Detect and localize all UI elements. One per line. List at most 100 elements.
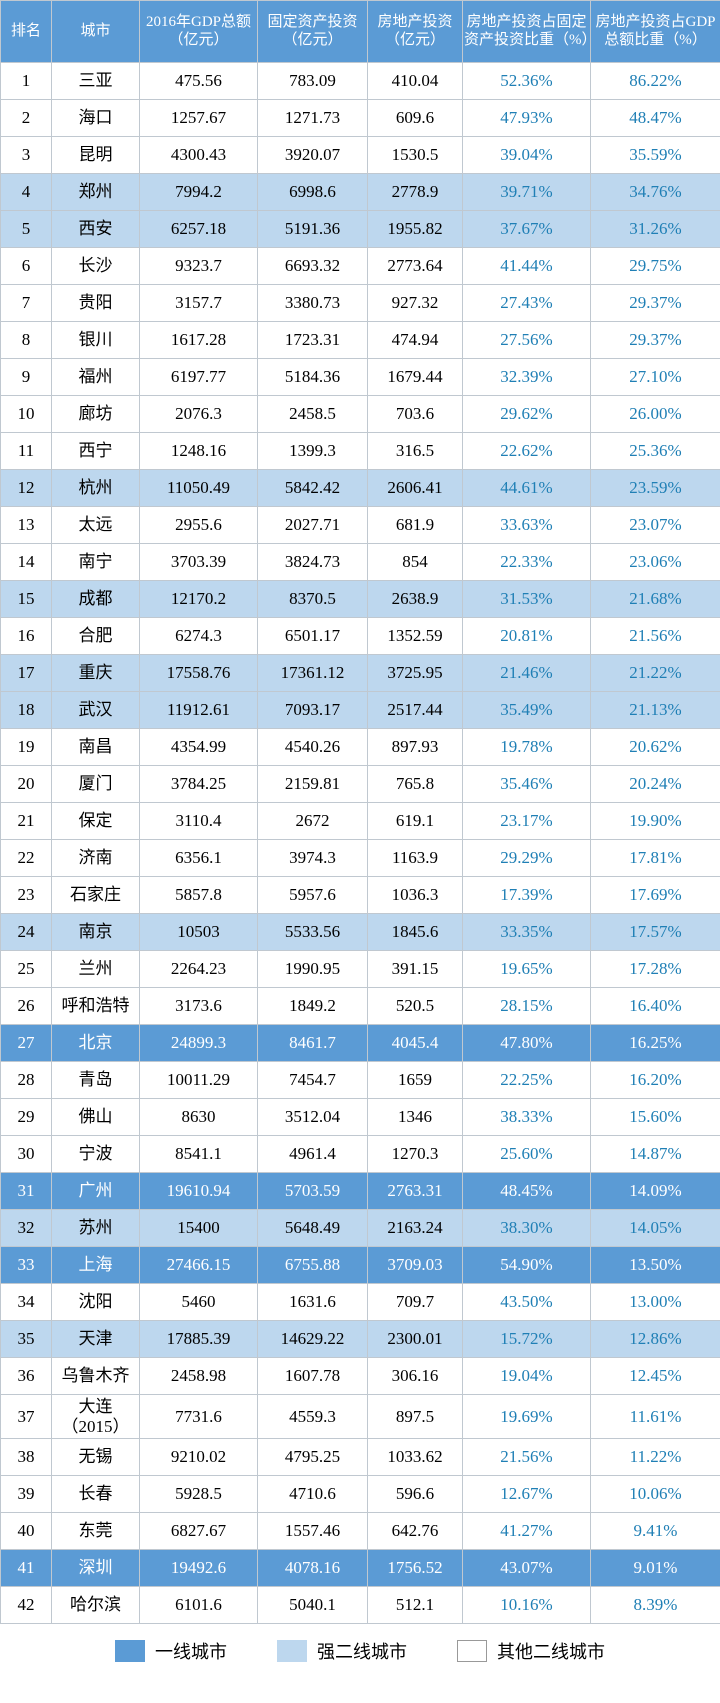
cell-rank: 7 bbox=[1, 285, 52, 322]
table-row: 8银川1617.281723.31474.9427.56%29.37% bbox=[1, 322, 720, 359]
cell-gdp: 1257.67 bbox=[140, 100, 258, 137]
cell-rank: 33 bbox=[1, 1247, 52, 1284]
cell-rank: 32 bbox=[1, 1210, 52, 1247]
cell-pct2: 29.75% bbox=[591, 248, 720, 285]
cell-pct2: 13.00% bbox=[591, 1284, 720, 1321]
table-row: 37大连（2015）7731.64559.3897.519.69%11.61% bbox=[1, 1395, 720, 1439]
cell-fai: 3920.07 bbox=[258, 137, 368, 174]
cell-city: 三亚 bbox=[52, 63, 140, 100]
cell-fai: 2672 bbox=[258, 803, 368, 840]
cell-fai: 1990.95 bbox=[258, 951, 368, 988]
cell-gdp: 4300.43 bbox=[140, 137, 258, 174]
cell-city: 银川 bbox=[52, 322, 140, 359]
cell-gdp: 1248.16 bbox=[140, 433, 258, 470]
cell-rank: 20 bbox=[1, 766, 52, 803]
cell-pct1: 43.50% bbox=[463, 1284, 591, 1321]
cell-rei: 3709.03 bbox=[368, 1247, 463, 1284]
cell-rank: 5 bbox=[1, 211, 52, 248]
cell-pct1: 52.36% bbox=[463, 63, 591, 100]
cell-rank: 39 bbox=[1, 1476, 52, 1513]
table-row: 31广州19610.945703.592763.3148.45%14.09% bbox=[1, 1173, 720, 1210]
cell-gdp: 3110.4 bbox=[140, 803, 258, 840]
cell-pct1: 19.69% bbox=[463, 1395, 591, 1439]
cell-rei: 410.04 bbox=[368, 63, 463, 100]
table-row: 19南昌4354.994540.26897.9319.78%20.62% bbox=[1, 729, 720, 766]
cell-pct2: 9.01% bbox=[591, 1550, 720, 1587]
cell-pct1: 12.67% bbox=[463, 1476, 591, 1513]
table-row: 39长春5928.54710.6596.612.67%10.06% bbox=[1, 1476, 720, 1513]
cell-city: 上海 bbox=[52, 1247, 140, 1284]
table-row: 15成都12170.28370.52638.931.53%21.68% bbox=[1, 581, 720, 618]
table-row: 20厦门3784.252159.81765.835.46%20.24% bbox=[1, 766, 720, 803]
cell-pct1: 10.16% bbox=[463, 1587, 591, 1624]
cell-fai: 4961.4 bbox=[258, 1136, 368, 1173]
cell-fai: 5184.36 bbox=[258, 359, 368, 396]
cell-pct2: 14.09% bbox=[591, 1173, 720, 1210]
cell-pct2: 34.76% bbox=[591, 174, 720, 211]
cell-pct1: 29.29% bbox=[463, 840, 591, 877]
cell-rei: 1036.3 bbox=[368, 877, 463, 914]
cell-gdp: 10011.29 bbox=[140, 1062, 258, 1099]
cell-gdp: 3173.6 bbox=[140, 988, 258, 1025]
cell-pct1: 38.30% bbox=[463, 1210, 591, 1247]
cell-pct2: 11.22% bbox=[591, 1439, 720, 1476]
cell-rank: 27 bbox=[1, 1025, 52, 1062]
cell-city: 宁波 bbox=[52, 1136, 140, 1173]
table-row: 29佛山86303512.04134638.33%15.60% bbox=[1, 1099, 720, 1136]
cell-fai: 4078.16 bbox=[258, 1550, 368, 1587]
cell-fai: 1271.73 bbox=[258, 100, 368, 137]
cell-pct1: 15.72% bbox=[463, 1321, 591, 1358]
cell-city: 廊坊 bbox=[52, 396, 140, 433]
table-row: 35天津17885.3914629.222300.0115.72%12.86% bbox=[1, 1321, 720, 1358]
table-row: 5西安6257.185191.361955.8237.67%31.26% bbox=[1, 211, 720, 248]
cell-fai: 2159.81 bbox=[258, 766, 368, 803]
cell-fai: 7093.17 bbox=[258, 692, 368, 729]
cell-pct2: 21.22% bbox=[591, 655, 720, 692]
cell-gdp: 3157.7 bbox=[140, 285, 258, 322]
cell-pct2: 13.50% bbox=[591, 1247, 720, 1284]
cell-gdp: 5460 bbox=[140, 1284, 258, 1321]
cell-gdp: 11912.61 bbox=[140, 692, 258, 729]
cell-city: 无锡 bbox=[52, 1439, 140, 1476]
table-row: 40东莞6827.671557.46642.7641.27%9.41% bbox=[1, 1513, 720, 1550]
cell-pct2: 16.25% bbox=[591, 1025, 720, 1062]
cell-gdp: 6827.67 bbox=[140, 1513, 258, 1550]
cell-gdp: 7731.6 bbox=[140, 1395, 258, 1439]
cell-rei: 897.93 bbox=[368, 729, 463, 766]
table-row: 21保定3110.42672619.123.17%19.90% bbox=[1, 803, 720, 840]
cell-fai: 14629.22 bbox=[258, 1321, 368, 1358]
cell-city: 济南 bbox=[52, 840, 140, 877]
cell-fai: 1631.6 bbox=[258, 1284, 368, 1321]
cell-fai: 5191.36 bbox=[258, 211, 368, 248]
cell-pct1: 20.81% bbox=[463, 618, 591, 655]
cell-pct2: 48.47% bbox=[591, 100, 720, 137]
cell-rei: 709.7 bbox=[368, 1284, 463, 1321]
cell-pct1: 19.04% bbox=[463, 1358, 591, 1395]
cell-rei: 2300.01 bbox=[368, 1321, 463, 1358]
table-row: 6长沙9323.76693.322773.6441.44%29.75% bbox=[1, 248, 720, 285]
cell-pct2: 20.24% bbox=[591, 766, 720, 803]
cell-rei: 1845.6 bbox=[368, 914, 463, 951]
cell-rank: 3 bbox=[1, 137, 52, 174]
cell-city: 天津 bbox=[52, 1321, 140, 1358]
table-row: 14南宁3703.393824.7385422.33%23.06% bbox=[1, 544, 720, 581]
cell-gdp: 5857.8 bbox=[140, 877, 258, 914]
cell-fai: 1399.3 bbox=[258, 433, 368, 470]
cell-rank: 31 bbox=[1, 1173, 52, 1210]
cell-pct1: 22.62% bbox=[463, 433, 591, 470]
cell-fai: 2458.5 bbox=[258, 396, 368, 433]
cell-gdp: 19610.94 bbox=[140, 1173, 258, 1210]
cell-pct1: 44.61% bbox=[463, 470, 591, 507]
cell-pct2: 21.13% bbox=[591, 692, 720, 729]
cell-city: 兰州 bbox=[52, 951, 140, 988]
cell-fai: 8370.5 bbox=[258, 581, 368, 618]
cell-rei: 2778.9 bbox=[368, 174, 463, 211]
cell-city: 贵阳 bbox=[52, 285, 140, 322]
cell-city: 苏州 bbox=[52, 1210, 140, 1247]
swatch-tier2 bbox=[277, 1640, 307, 1662]
table-row: 33上海27466.156755.883709.0354.90%13.50% bbox=[1, 1247, 720, 1284]
cell-gdp: 17558.76 bbox=[140, 655, 258, 692]
cell-pct1: 21.46% bbox=[463, 655, 591, 692]
legend-tier2-label: 强二线城市 bbox=[317, 1638, 407, 1664]
cell-pct2: 26.00% bbox=[591, 396, 720, 433]
